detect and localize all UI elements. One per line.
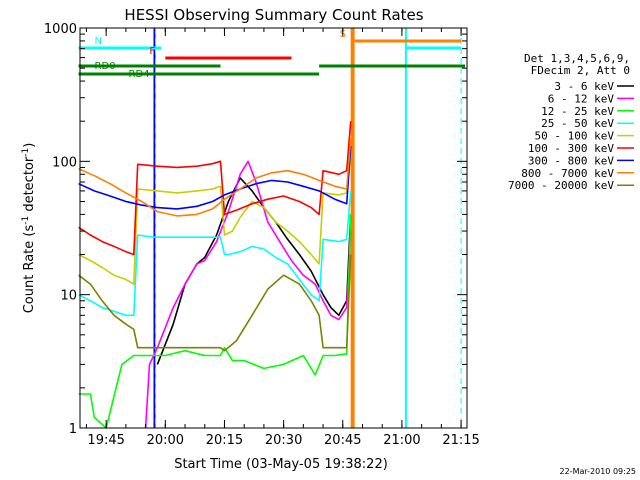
y-label-sup1: -1 xyxy=(21,216,31,225)
legend-header-0: Det 1,3,4,5,6,9, xyxy=(524,52,630,65)
series-line-25-50-kev xyxy=(78,190,352,317)
legend-label-8: 7000 - 20000 keV xyxy=(508,179,614,192)
status-flag-label-0: N xyxy=(95,36,102,47)
series-line-6-12-kev xyxy=(144,160,352,429)
y-tick-label-1: 10 xyxy=(60,289,77,304)
legend: Det 1,3,4,5,6,9,FDecim 2, Att 0 3 - 6 keV… xyxy=(508,52,634,192)
vertical-bar-0 xyxy=(153,28,156,428)
status-flag-label-5: RD4 xyxy=(129,69,150,80)
legend-label-5: 100 - 300 keV xyxy=(528,142,614,155)
x-tick-label-1: 20:00 xyxy=(147,433,184,448)
series-line-800-7000-kev xyxy=(78,137,352,217)
status-flag-label-4: RD0 xyxy=(95,61,116,72)
plot-frame xyxy=(79,27,468,429)
status-flags: NFSRD0RD4 xyxy=(78,29,466,80)
series-line-100-300-kev xyxy=(78,121,352,256)
y-tick-label-3: 1000 xyxy=(44,22,77,37)
legend-label-6: 300 - 800 keV xyxy=(528,154,614,167)
vertical-bar-2 xyxy=(404,28,407,428)
legend-label-0: 3 - 6 keV xyxy=(554,80,614,93)
series-line-12-25-kev xyxy=(78,214,352,429)
series-lines xyxy=(78,121,352,429)
legend-label-7: 800 - 7000 keV xyxy=(521,167,614,180)
vertical-bar-1 xyxy=(350,28,355,428)
series-line-300-800-kev xyxy=(78,146,352,210)
series-line-7000-20000-kev xyxy=(78,254,352,352)
y-tick-label-0: 1 xyxy=(69,422,77,437)
y-label-end: ) xyxy=(22,143,37,148)
timestamp: 22-Mar-2010 09:25 xyxy=(560,467,637,476)
legend-header-1: FDecim 2, Att 0 xyxy=(531,64,630,77)
y-axis-label: Count Rate (s-1 detector-1) xyxy=(21,143,37,314)
y-axis: 1 10 100 1000 xyxy=(44,22,467,437)
x-axis: 19:45 20:00 20:15 20:30 20:45 21:00 21:15 xyxy=(85,28,480,448)
x-tick-label-5: 21:00 xyxy=(383,433,420,448)
x-tick-label-4: 20:45 xyxy=(324,433,361,448)
status-flag-label-1: F xyxy=(149,46,155,57)
x-tick-label-0: 19:45 xyxy=(87,433,124,448)
x-tick-label-6: 21:15 xyxy=(442,433,479,448)
y-label-mid: detector xyxy=(22,156,37,216)
y-tick-label-2: 100 xyxy=(52,155,77,170)
y-label-sup2: -1 xyxy=(21,148,31,157)
x-tick-label-2: 20:15 xyxy=(206,433,243,448)
chart-title: HESSI Observing Summary Count Rates xyxy=(124,6,423,24)
x-axis-label: Start Time (03-May-05 19:38:22) xyxy=(174,457,388,472)
legend-label-3: 25 - 50 keV xyxy=(541,117,614,130)
y-label-main: Count Rate (s xyxy=(22,225,37,314)
x-tick-label-3: 20:30 xyxy=(265,433,302,448)
legend-label-2: 12 - 25 keV xyxy=(541,105,614,118)
vertical-markers xyxy=(153,28,462,428)
legend-label-1: 6 - 12 keV xyxy=(548,92,615,105)
series-line-50-100-kev xyxy=(78,155,352,285)
legend-label-4: 50 - 100 keV xyxy=(535,130,615,143)
